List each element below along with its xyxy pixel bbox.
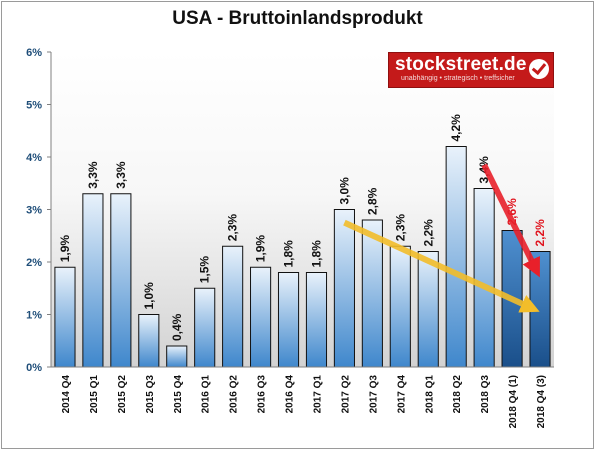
y-tick-label: 2%: [26, 257, 42, 269]
bar: [54, 266, 76, 368]
bar: [250, 266, 272, 368]
bar: [417, 251, 439, 368]
bar: [305, 272, 328, 368]
bar-data-label: 1,9%: [58, 235, 72, 263]
y-tick-label: 0%: [26, 362, 42, 374]
bar: [166, 345, 188, 368]
x-tick-label: 2015 Q3: [145, 375, 156, 414]
red-trend-arrow: [481, 163, 540, 278]
bar-data-label: 4,2%: [449, 114, 463, 142]
bar-data-label: 2,2%: [533, 219, 547, 247]
x-tick-label: 2018 Q2: [452, 375, 463, 414]
bar-data-label: 1,0%: [142, 282, 156, 310]
y-axis: 0% 1% 2% 3% 4% 5% 6%: [26, 47, 52, 374]
y-tick-label: 1%: [26, 310, 42, 322]
bars: 1,9% 3,3% 3,3% 1,0% 0,4% 1,5% 2,3% 1,9% 1,8% 1,8%…: [54, 114, 551, 368]
x-tick-label: 2018 Q1: [424, 375, 435, 414]
stockstreet-logo[interactable]: stockstreet.de unabhängig • strategisch …: [388, 52, 554, 88]
logo-name: stockstreet.de: [395, 54, 527, 75]
bar-data-label: 2,8%: [365, 187, 379, 215]
bar-data-label: 3,0%: [337, 177, 351, 205]
x-tick-label: 2018 Q3: [480, 375, 491, 414]
x-tick-label: 2016 Q1: [201, 375, 212, 414]
bar: [277, 272, 300, 368]
bar-data-label: 1,5%: [198, 256, 212, 284]
x-tick-label: 2017 Q3: [368, 375, 379, 414]
bar-data-label: 2,3%: [393, 214, 407, 242]
bar: [361, 219, 383, 368]
x-tick-label: 2015 Q1: [89, 375, 100, 414]
bar: [110, 193, 132, 368]
bar-data-label: 2,3%: [226, 214, 240, 242]
y-tick-label: 3%: [26, 205, 42, 217]
y-tick-label: 4%: [26, 152, 42, 164]
yellow-trend-arrow: [343, 219, 540, 313]
bar: [222, 245, 244, 368]
bar-data-label: 3,3%: [114, 161, 128, 189]
bar-data-label: 0,4%: [170, 313, 184, 341]
x-tick-label: 2014 Q4: [61, 375, 72, 414]
bar: [82, 193, 104, 368]
chart-title: USA - Bruttoinlandsprodukt: [172, 8, 423, 29]
bar-data-label: 1,9%: [254, 235, 268, 263]
x-tick-label: 2016 Q3: [257, 375, 268, 414]
trend-arrows: [343, 163, 540, 313]
x-tick-label: 2017 Q2: [340, 375, 351, 414]
x-tick-label: 2018 Q4 (3): [536, 375, 547, 428]
x-tick-label: 2016 Q4: [285, 375, 296, 414]
x-tick-label: 2017 Q4: [396, 375, 407, 414]
x-axis: 2014 Q4 2015 Q1 2015 Q2 2015 Q3 2015 Q4 2016 …: [51, 366, 554, 428]
logo-tagline: unabhängig • strategisch • treffsicher: [401, 75, 515, 82]
checkmark-icon: [529, 59, 549, 79]
x-tick-label: 2015 Q2: [117, 375, 128, 414]
x-tick-label: 2018 Q4 (1): [508, 375, 519, 428]
bar: [445, 146, 467, 368]
bar-data-label: 1,8%: [282, 240, 296, 268]
bar-data-label: 2,2%: [421, 219, 435, 247]
plot-area: [51, 52, 554, 367]
bar: [138, 314, 160, 368]
x-tick-label: 2017 Q1: [312, 375, 323, 414]
y-tick-label: 5%: [26, 100, 42, 112]
bar: [333, 209, 355, 368]
bar: [389, 245, 411, 368]
bar: [194, 287, 216, 368]
x-tick-label: 2015 Q4: [173, 375, 184, 414]
bar: [473, 188, 495, 368]
y-tick-label: 6%: [26, 47, 42, 59]
bar-data-label: 1,8%: [309, 240, 323, 268]
x-tick-label: 2016 Q2: [229, 375, 240, 414]
bar-data-label: 3,3%: [86, 161, 100, 189]
